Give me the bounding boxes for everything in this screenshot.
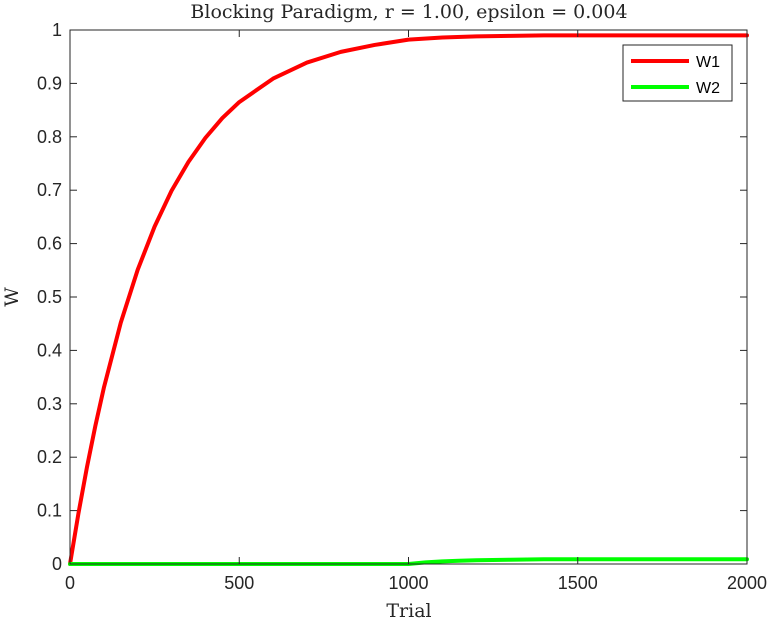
- chart-title: Blocking Paradigm, r = 1.00, epsilon = 0…: [190, 1, 627, 23]
- legend-label-w1: W1: [696, 54, 720, 71]
- series-line-w1: [68, 33, 749, 566]
- x-axis-label: Trial: [386, 600, 431, 622]
- y-tick-label: 0.1: [37, 501, 62, 521]
- axes-layer: 0 500 1000 1500 2000 0 0.1 0.2 0.3 0.4 0.5 0.6 0.7 0.…: [37, 20, 767, 593]
- legend-label-w2: W2: [696, 80, 720, 97]
- y-tick-label: 0.4: [37, 340, 62, 360]
- y-tick-label: 0.2: [37, 447, 62, 467]
- legend-box: [622, 44, 733, 102]
- plot-area: [70, 30, 747, 564]
- x-tick-label: 2000: [727, 573, 767, 593]
- y-tick-label: 0.3: [37, 394, 62, 414]
- x-tick-label: 500: [224, 573, 254, 593]
- y-tick-label: 0.5: [37, 287, 62, 307]
- y-tick-label: 0.7: [37, 180, 62, 200]
- x-tick-label: 1500: [558, 573, 598, 593]
- legend: W1 W2: [622, 44, 733, 102]
- y-tick-label: 1: [52, 20, 62, 40]
- y-tick-label: 0.6: [37, 234, 62, 254]
- y-axis-label: W: [1, 287, 23, 307]
- y-tick-label: 0.8: [37, 127, 62, 147]
- x-tick-label: 1000: [388, 573, 428, 593]
- x-tick-label: 0: [65, 573, 75, 593]
- y-tick-label: 0: [52, 554, 62, 574]
- y-tick-label: 0.9: [37, 73, 62, 93]
